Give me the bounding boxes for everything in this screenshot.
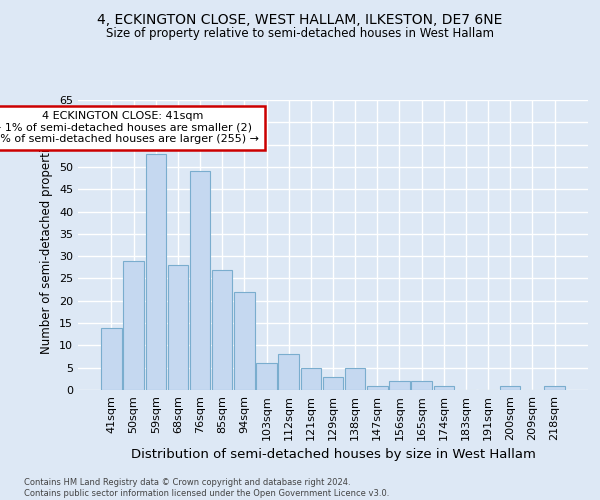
Bar [101,328,122,390]
Bar [167,265,188,390]
Bar [345,368,365,390]
Text: 4 ECKINGTON CLOSE: 41sqm
← 1% of semi-detached houses are smaller (2)
99% of sem: 4 ECKINGTON CLOSE: 41sqm ← 1% of semi-de… [0,111,259,144]
Text: Size of property relative to semi-detached houses in West Hallam: Size of property relative to semi-detach… [106,28,494,40]
Bar [500,386,520,390]
Bar [234,292,254,390]
Bar [434,386,454,390]
Text: 4, ECKINGTON CLOSE, WEST HALLAM, ILKESTON, DE7 6NE: 4, ECKINGTON CLOSE, WEST HALLAM, ILKESTO… [97,12,503,26]
Bar [212,270,232,390]
Bar [389,381,410,390]
Bar [412,381,432,390]
Bar [190,172,210,390]
Y-axis label: Number of semi-detached properties: Number of semi-detached properties [40,136,53,354]
Bar [323,376,343,390]
Bar [367,386,388,390]
Bar [301,368,321,390]
Bar [278,354,299,390]
Bar [146,154,166,390]
Bar [256,363,277,390]
X-axis label: Distribution of semi-detached houses by size in West Hallam: Distribution of semi-detached houses by … [131,448,535,461]
Bar [124,260,144,390]
Bar [544,386,565,390]
Text: Contains HM Land Registry data © Crown copyright and database right 2024.
Contai: Contains HM Land Registry data © Crown c… [24,478,389,498]
